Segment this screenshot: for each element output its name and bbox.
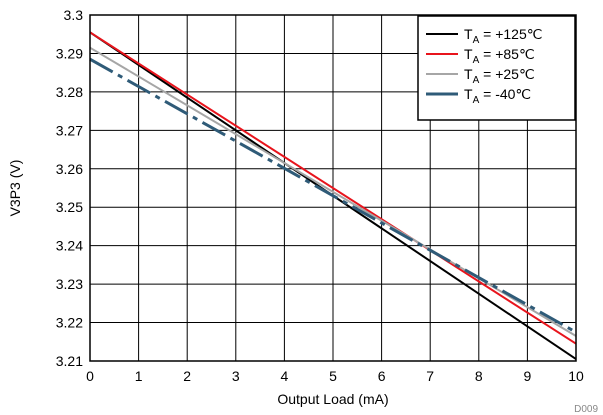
y-tick-label: 3.24: [56, 238, 83, 254]
x-tick-label: 10: [568, 368, 584, 384]
plot-frame: [89, 14, 577, 362]
legend-label: TA = +85℃: [464, 46, 535, 66]
figure-id: D009: [574, 404, 598, 415]
y-tick-label: 3.3: [64, 7, 84, 23]
x-tick-label: 1: [135, 368, 143, 384]
x-tick-label: 5: [329, 368, 337, 384]
x-tick-label: 9: [524, 368, 532, 384]
y-tick-labels: 3.21 3.22 3.23 3.24 3.25 3.26 3.27 3.28 3.29 3.3: [56, 7, 83, 369]
x-tick-label: 0: [86, 368, 94, 384]
y-tick-label: 3.29: [56, 45, 83, 61]
legend-label: TA = -40℃: [464, 86, 531, 106]
x-axis-title: Output Load (mA): [277, 391, 388, 407]
x-tick-label: 6: [378, 368, 386, 384]
x-tick-label: 4: [281, 368, 289, 384]
y-tick-label: 3.23: [56, 276, 83, 292]
y-tick-label: 3.25: [56, 199, 83, 215]
x-tick-label: 2: [183, 368, 191, 384]
legend: TA = +125℃TA = +85℃TA = +25℃TA = -40℃: [417, 15, 576, 121]
legend-label: TA = +125℃: [464, 26, 542, 46]
x-tick-label: 7: [426, 368, 434, 384]
legend-label: TA = +25℃: [464, 66, 535, 86]
x-tick-labels: 0 1 2 3 4 5 6 7 8 9 10: [86, 368, 584, 384]
y-tick-label: 3.22: [56, 315, 83, 331]
y-axis-title: V3P3 (V): [7, 160, 23, 217]
x-tick-label: 3: [232, 368, 240, 384]
series-lines: [89, 31, 577, 360]
y-tick-label: 3.26: [56, 161, 83, 177]
y-tick-label: 3.21: [56, 353, 83, 369]
series-line: [89, 57, 577, 334]
y-tick-label: 3.27: [56, 122, 83, 138]
series-line: [89, 31, 577, 345]
y-tick-label: 3.28: [56, 84, 83, 100]
x-tick-label: 8: [475, 368, 483, 384]
